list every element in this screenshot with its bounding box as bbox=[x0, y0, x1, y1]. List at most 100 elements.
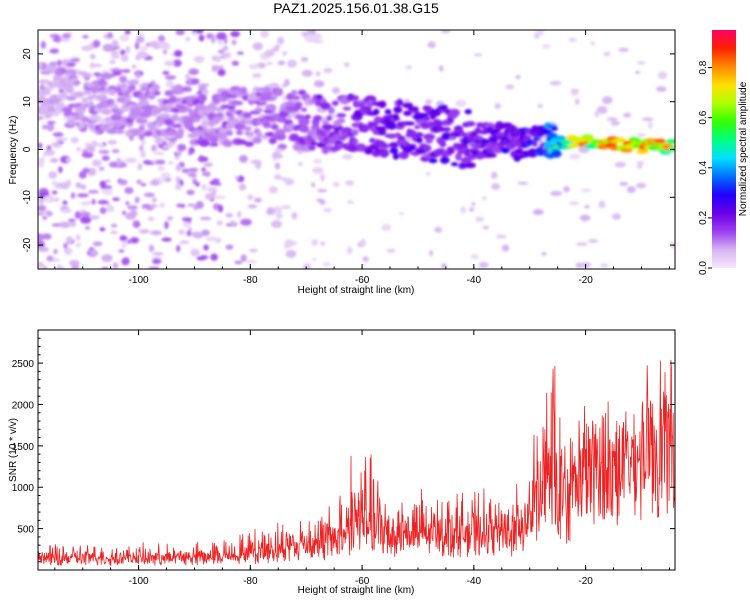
spectrogram-cell bbox=[132, 128, 140, 137]
spectrogram-cell bbox=[441, 263, 447, 269]
spectrogram-cell bbox=[464, 162, 476, 169]
spectrogram-cell bbox=[173, 50, 183, 57]
spectrogram-cell bbox=[429, 249, 434, 257]
spectrogram-cell bbox=[581, 134, 594, 140]
spectrogram-cell bbox=[579, 214, 591, 222]
spectrogram-cell bbox=[217, 39, 223, 46]
chart-title: PAZ1.2025.156.01.38.G15 bbox=[273, 0, 439, 16]
spectrogram-cell bbox=[38, 205, 47, 212]
spectrogram-cell bbox=[81, 151, 94, 159]
spectrogram-cell bbox=[312, 167, 324, 174]
spectrogram-cell bbox=[92, 39, 101, 48]
spectrogram-cell bbox=[177, 143, 187, 152]
spectrogram-cell bbox=[226, 130, 233, 136]
spectrogram-cell bbox=[491, 183, 501, 191]
spectrogram-cell bbox=[74, 91, 85, 98]
spectrogram-cell bbox=[145, 131, 154, 136]
spectrogram-cell bbox=[99, 227, 106, 232]
spectrogram-cell bbox=[324, 128, 331, 134]
spectrogram-cell bbox=[439, 156, 450, 164]
spectrogram-cell bbox=[78, 171, 87, 179]
x-tick-label: -40 bbox=[467, 576, 482, 587]
spectrogram-cell bbox=[63, 247, 73, 255]
snr-series-line bbox=[38, 359, 675, 566]
spectrogram-cell bbox=[185, 37, 191, 41]
spectrogram-cell bbox=[568, 37, 577, 43]
spectrogram-cell bbox=[148, 126, 159, 133]
spectrogram-cell bbox=[439, 141, 447, 148]
spectrogram-cell bbox=[186, 189, 195, 196]
spectrogram-cell bbox=[49, 48, 60, 54]
spectrogram-cell bbox=[177, 150, 182, 157]
spectrogram-cell bbox=[225, 244, 234, 250]
spectrogram-cell bbox=[112, 262, 119, 269]
spectrogram-cell bbox=[165, 79, 174, 88]
spectrogram-cell bbox=[486, 153, 497, 158]
spectrogram-cell bbox=[262, 86, 272, 94]
spectrogram-cell bbox=[274, 87, 283, 94]
spectrogram-cell bbox=[537, 104, 544, 109]
spectrogram-cell bbox=[298, 117, 310, 126]
spectrogram-cell bbox=[175, 175, 181, 184]
spectrogram-cell bbox=[126, 238, 132, 245]
spectrogram-cell bbox=[148, 244, 154, 253]
spectrogram-cell bbox=[436, 148, 446, 154]
spectrogram-cell bbox=[149, 179, 160, 186]
spectrogram-cell bbox=[38, 142, 43, 149]
spectrogram-cell bbox=[97, 94, 108, 102]
spectrogram-cell bbox=[136, 50, 148, 59]
spectrogram-cell bbox=[49, 61, 58, 67]
spectrogram-cell bbox=[618, 47, 629, 53]
spectrogram-cell bbox=[398, 151, 410, 159]
spectrogram-cell bbox=[230, 220, 236, 226]
spectrogram-cell bbox=[482, 196, 487, 200]
spectrogram-cell bbox=[52, 132, 64, 137]
spectrogram-cell bbox=[163, 135, 171, 142]
spectrogram-cell bbox=[38, 115, 44, 121]
spectrogram-cell bbox=[56, 137, 68, 142]
spectrogram-cell bbox=[277, 143, 288, 150]
spectrogram-x-label: Height of straight line (km) bbox=[298, 285, 415, 296]
spectrogram-cell bbox=[201, 88, 209, 96]
spectrogram-cell bbox=[120, 54, 129, 62]
spectrogram-cell bbox=[61, 33, 72, 39]
colorbar-tick-label: 0.6 bbox=[698, 110, 709, 124]
spectrogram-cell bbox=[212, 116, 224, 122]
spectrogram-cell bbox=[270, 47, 280, 52]
spectrogram-cell bbox=[45, 85, 55, 91]
spectrogram-cell bbox=[351, 138, 359, 145]
spectrogram-cell bbox=[188, 167, 199, 173]
spectrogram-cell bbox=[450, 162, 459, 167]
spectrogram-cell bbox=[242, 95, 249, 101]
spectrogram-cell bbox=[435, 119, 443, 128]
spectrogram-cell bbox=[275, 212, 283, 220]
spectrogram-cell bbox=[203, 162, 214, 167]
spectrogram-cell bbox=[175, 164, 182, 172]
spectrogram-cell bbox=[245, 119, 254, 125]
spectrogram-cell bbox=[98, 166, 105, 171]
spectrogram-cell bbox=[59, 38, 71, 42]
spectrogram-cell bbox=[124, 90, 132, 95]
spectrogram-cell bbox=[283, 119, 293, 125]
spectrogram-cell bbox=[162, 49, 168, 55]
spectrogram-cell bbox=[177, 127, 185, 136]
spectrogram-cell bbox=[201, 183, 207, 191]
spectrogram-cell bbox=[505, 84, 515, 90]
y-tick-label: 1000 bbox=[12, 483, 35, 494]
spectrogram-cell bbox=[89, 215, 100, 220]
spectrogram-cell bbox=[142, 160, 153, 165]
spectrogram-cell bbox=[38, 63, 45, 69]
spectrogram-cell bbox=[350, 95, 360, 100]
spectrogram-cell bbox=[118, 249, 125, 253]
spectrogram-cell bbox=[386, 249, 396, 253]
spectrogram-cell bbox=[614, 137, 627, 143]
spectrogram-cell bbox=[344, 180, 355, 186]
spectrogram-cell bbox=[38, 261, 44, 269]
spectrogram-cell bbox=[272, 221, 279, 227]
spectrogram-cell bbox=[313, 159, 323, 164]
spectrogram-cell bbox=[489, 142, 502, 147]
spectrogram-cell bbox=[245, 259, 258, 264]
spectrogram-cell bbox=[107, 122, 114, 128]
spectrogram-cell bbox=[138, 228, 150, 234]
